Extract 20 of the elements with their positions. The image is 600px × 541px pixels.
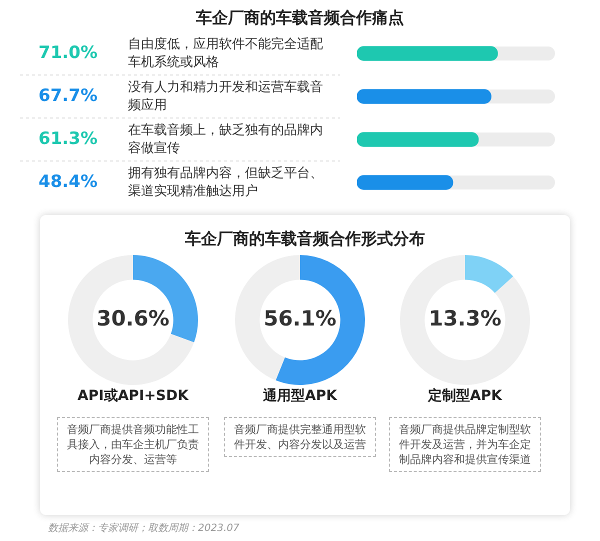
text: 定制型APK	[426, 387, 504, 406]
category-label: 自由度低，应用软件不能完全适配车机系统或风格	[128, 36, 323, 70]
category-label: 没有人力和精力开发和运营车载音频应用	[128, 80, 323, 113]
source-note: 数据来源：专家调研；取数周期：2023.07	[48, 522, 240, 535]
data-label: 61.3%	[38, 128, 98, 149]
text: 车企厂商的车载音频合作形式分布	[184, 229, 426, 250]
data-label: 13.3%	[428, 306, 502, 330]
chart-title: 车企厂商的车载音频合作痛点	[195, 8, 405, 29]
data-label: 48.4%	[38, 172, 98, 192]
data-label: 56.1%	[264, 306, 336, 330]
text: 通用型APK	[262, 387, 338, 406]
text: 音频厂商提供完整通用型软件开发、内容分发以及运营	[224, 417, 376, 457]
category-label: 拥有独有品牌内容，但缺乏平台、渠道实现精准触达用户	[128, 166, 323, 199]
data-label: 30.6%	[96, 306, 170, 330]
data-label: 71.0%	[38, 42, 98, 63]
text: 音频厂商提供品牌定制型软件开发及运营，并为车企定制品牌内容和提供宣传渠道	[389, 417, 541, 472]
data-label: 67.7%	[38, 86, 98, 106]
category-label: 在车载音频上，缺乏独有的品牌内容做宣传	[128, 122, 323, 156]
text: API或API+SDK	[76, 387, 190, 406]
text: 音频厂商提供音频功能性工具接入，由车企主机厂负责内容分发、运营等	[57, 417, 209, 472]
